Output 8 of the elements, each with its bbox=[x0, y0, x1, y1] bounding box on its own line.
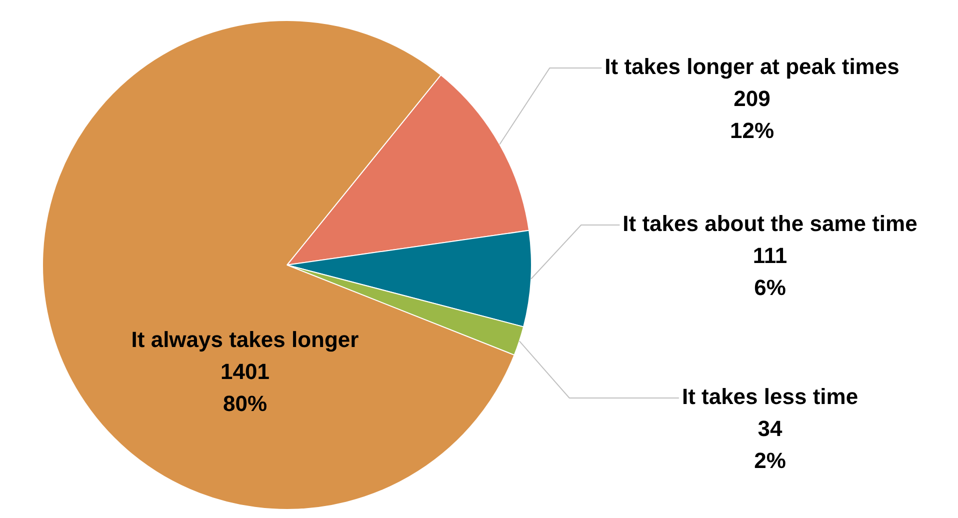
data-label: 209 12% bbox=[730, 86, 774, 144]
data-label: 111 6% bbox=[752, 243, 788, 300]
slice-label: It always takes longer bbox=[131, 327, 360, 352]
slice-label: It takes less time bbox=[682, 384, 858, 410]
slice-label: It takes about the same time bbox=[622, 211, 918, 236]
slice-label: It takes longer at peak times bbox=[604, 54, 900, 80]
data-label: 1401 80% bbox=[220, 359, 270, 416]
data-label: 34 2% bbox=[754, 416, 786, 474]
